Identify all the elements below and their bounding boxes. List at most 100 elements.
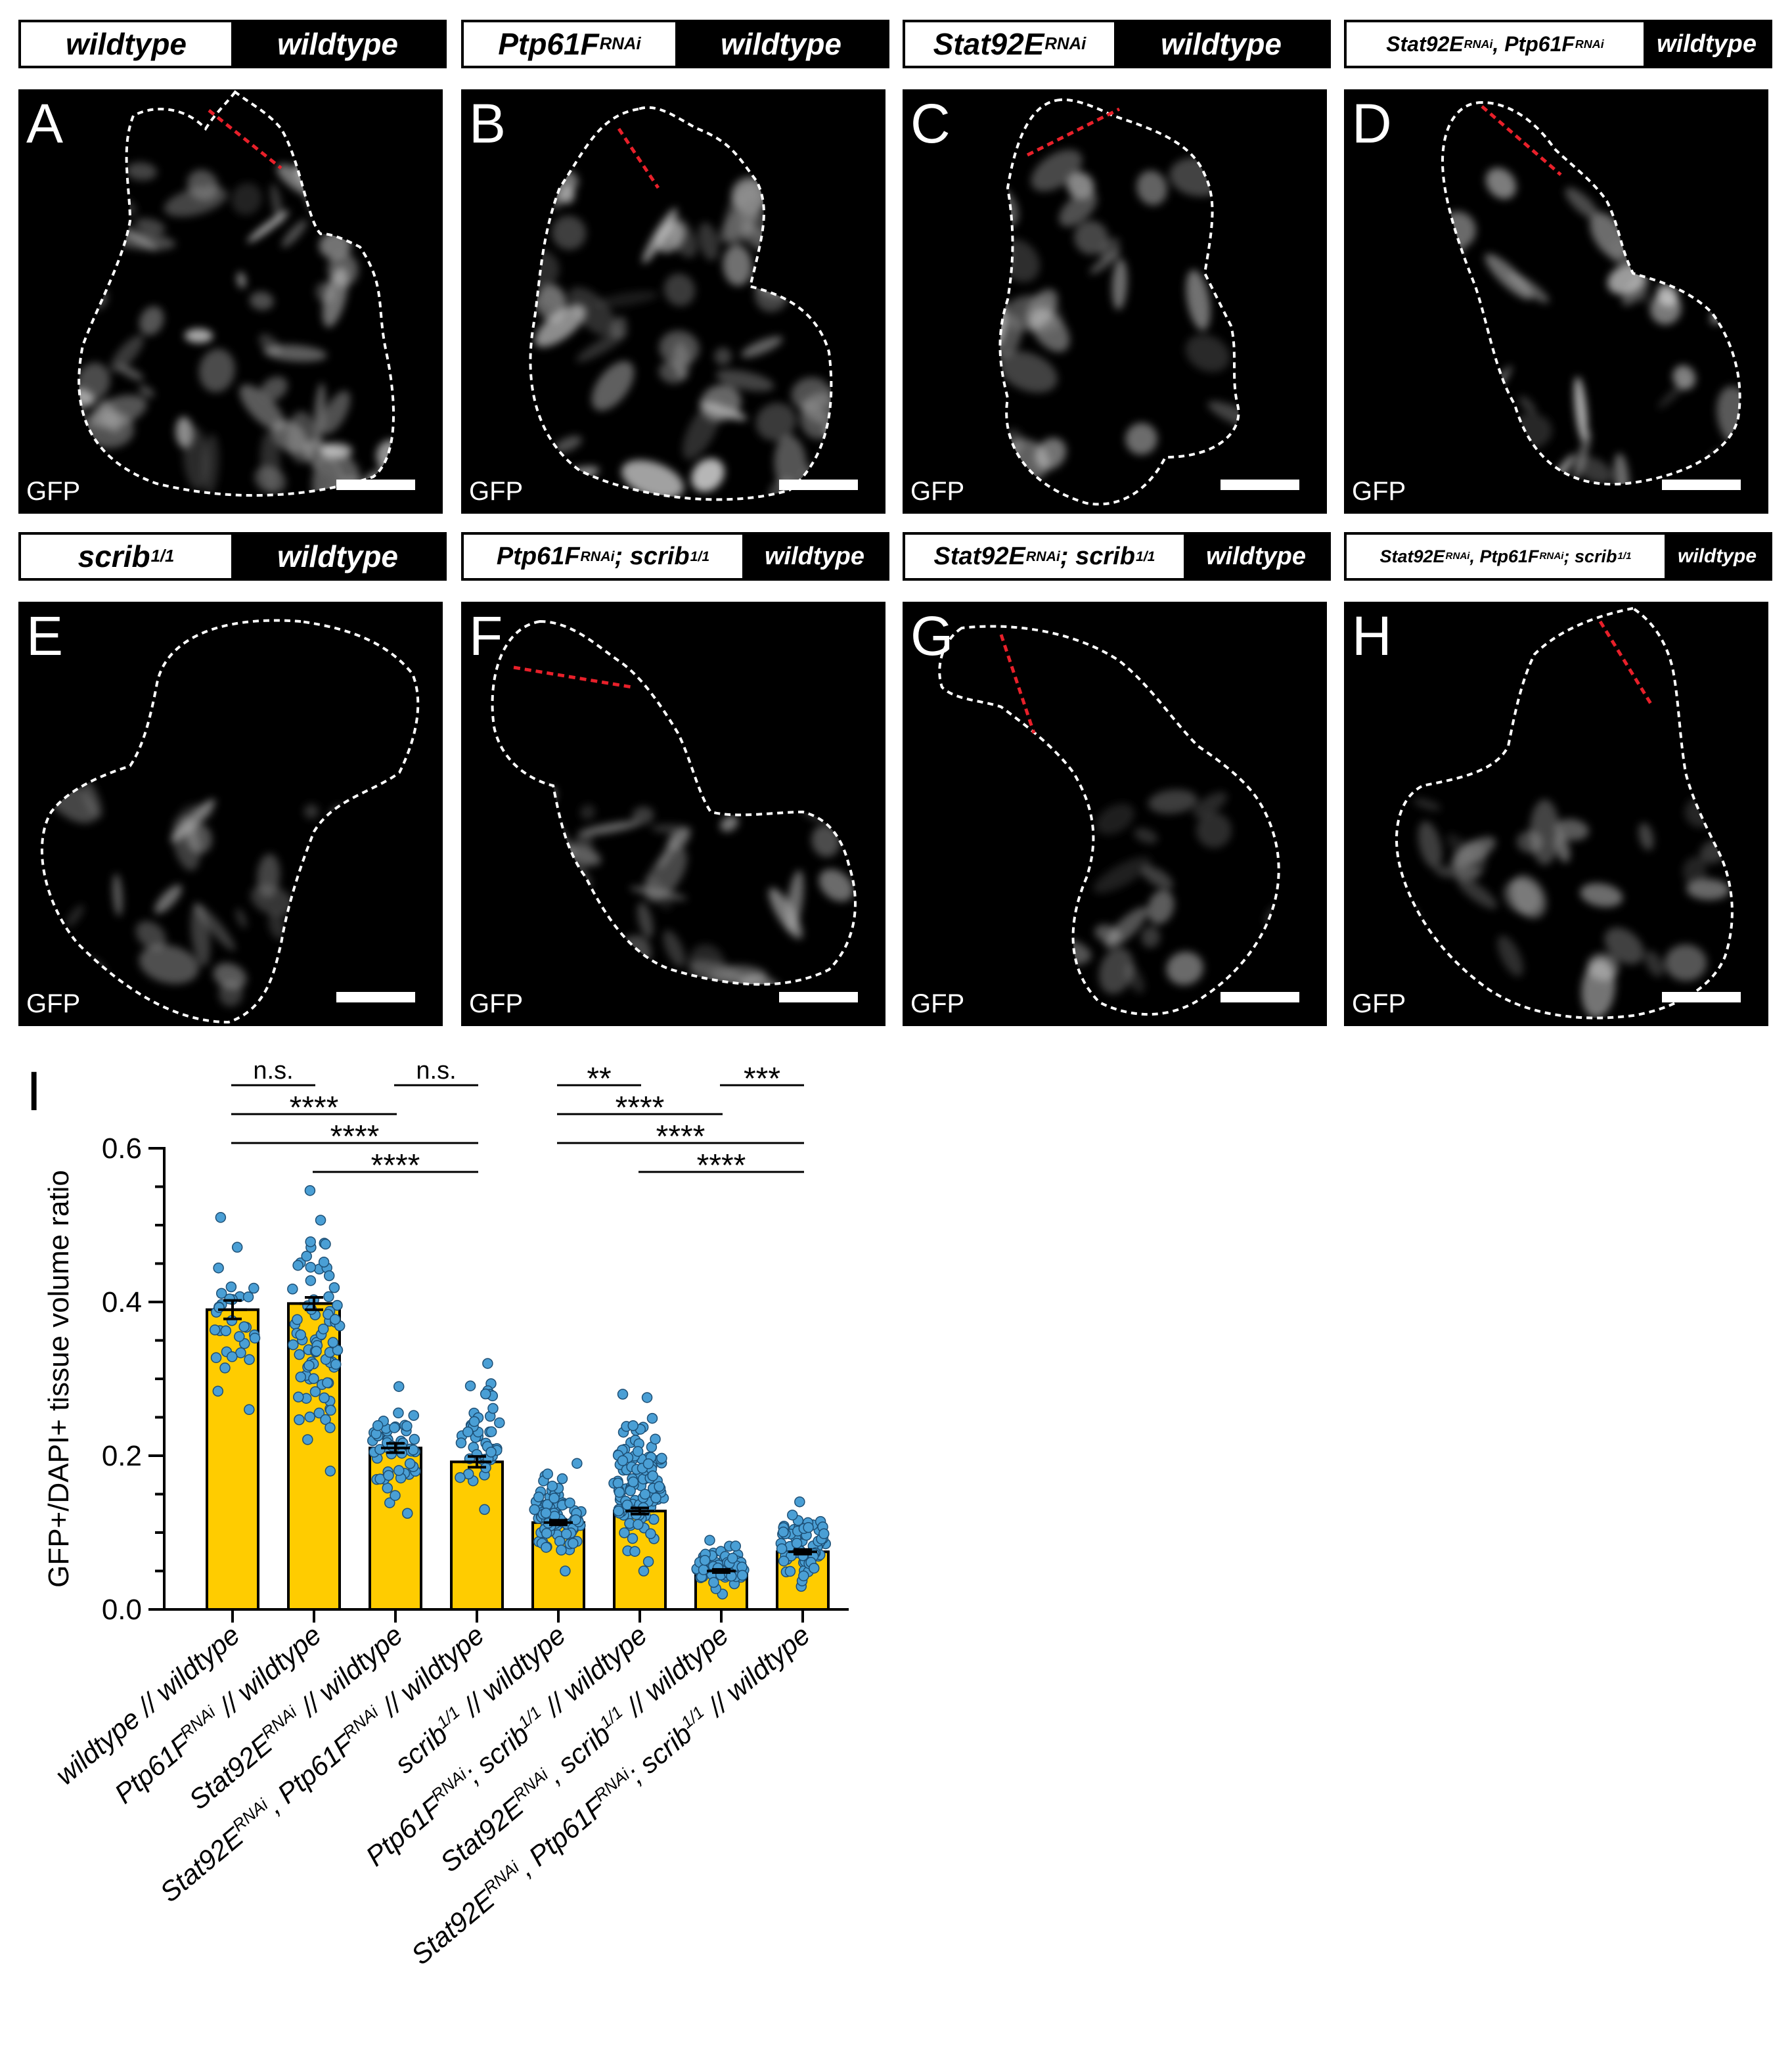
genotype-header-g: Stat92E RNAi; scrib 1/1 wildtype bbox=[903, 532, 1331, 581]
data-point bbox=[570, 1514, 581, 1525]
genotype-text: Stat92E bbox=[1386, 32, 1464, 56]
data-point bbox=[323, 1291, 334, 1303]
y-tick-label: 0.0 bbox=[102, 1594, 142, 1626]
significance-label: **** bbox=[616, 1090, 665, 1125]
data-point bbox=[612, 1477, 624, 1489]
label-text: , Ptp61F bbox=[259, 1728, 361, 1820]
data-point bbox=[389, 1422, 400, 1433]
genotype-text: scrib bbox=[78, 539, 150, 573]
genotype-header-b: Ptp61F RNAi wildtype bbox=[461, 20, 889, 68]
data-point bbox=[556, 1473, 568, 1485]
header-right-genotype: wildtype bbox=[1184, 535, 1328, 578]
label-text: , Ptp61F bbox=[511, 1790, 612, 1882]
micrograph-panel-b: B GFP bbox=[461, 89, 885, 514]
genotype-header-a: wildtype wildtype bbox=[18, 20, 447, 68]
scale-bar bbox=[779, 992, 858, 1002]
data-point bbox=[727, 1552, 738, 1564]
data-point bbox=[295, 1329, 306, 1341]
data-point bbox=[319, 1392, 330, 1404]
data-point bbox=[560, 1528, 572, 1540]
header-right-genotype: wildtype bbox=[231, 535, 444, 578]
data-point bbox=[220, 1325, 232, 1337]
y-tick-label: 0.4 bbox=[102, 1286, 142, 1318]
data-point bbox=[650, 1492, 661, 1504]
y-tick-label: 0.2 bbox=[102, 1440, 142, 1472]
data-point bbox=[541, 1527, 552, 1539]
tissue-image bbox=[1395, 606, 1734, 1020]
data-point bbox=[322, 1377, 333, 1389]
genotype-text: , Ptp61F bbox=[1469, 546, 1539, 566]
data-point bbox=[374, 1444, 386, 1455]
data-point bbox=[244, 1354, 255, 1365]
header-left-genotype: Stat92E RNAi, Ptp61F RNAi bbox=[1347, 22, 1644, 66]
data-point bbox=[641, 1392, 653, 1403]
data-point bbox=[238, 1321, 250, 1332]
micrograph-panel-g: G GFP bbox=[903, 602, 1327, 1026]
data-point bbox=[803, 1521, 814, 1533]
data-point bbox=[571, 1458, 583, 1469]
data-point bbox=[617, 1455, 629, 1466]
data-point bbox=[320, 1414, 331, 1425]
y-tick-label: 0.6 bbox=[102, 1133, 142, 1165]
data-point bbox=[212, 1385, 224, 1397]
data-point bbox=[401, 1508, 413, 1519]
data-point bbox=[231, 1242, 243, 1253]
micrograph-panel-c: C GFP bbox=[903, 89, 1327, 514]
data-point bbox=[617, 1389, 629, 1400]
data-point bbox=[401, 1420, 413, 1432]
data-point bbox=[614, 1487, 625, 1498]
panel-letter: F bbox=[469, 605, 503, 667]
data-point bbox=[642, 1458, 654, 1469]
data-point bbox=[372, 1420, 384, 1431]
data-point bbox=[213, 1262, 224, 1274]
data-point bbox=[305, 1275, 317, 1286]
channel-label: GFP bbox=[469, 477, 524, 506]
data-point bbox=[305, 1236, 316, 1247]
significance-label: n.s. bbox=[253, 1057, 293, 1085]
data-point bbox=[215, 1212, 227, 1223]
header-left-genotype: Ptp61F RNAi bbox=[464, 22, 675, 66]
header-right-genotype: wildtype bbox=[1665, 535, 1770, 578]
data-point bbox=[288, 1339, 299, 1351]
data-point bbox=[704, 1535, 715, 1546]
boundary-line bbox=[513, 665, 633, 689]
tissue-image bbox=[491, 619, 857, 986]
data-point bbox=[708, 1577, 719, 1588]
data-point bbox=[778, 1556, 790, 1567]
label-text: Ptp61F bbox=[360, 1790, 449, 1872]
data-point bbox=[409, 1433, 420, 1445]
header-right-genotype: wildtype bbox=[1644, 22, 1770, 66]
tissue-image bbox=[938, 625, 1280, 1016]
data-point bbox=[382, 1482, 393, 1494]
data-point bbox=[308, 1373, 319, 1384]
data-point bbox=[627, 1533, 638, 1544]
data-point bbox=[619, 1527, 630, 1538]
data-point bbox=[309, 1386, 321, 1397]
data-point bbox=[808, 1562, 820, 1574]
data-point bbox=[485, 1426, 497, 1437]
tissue-outline bbox=[1441, 101, 1741, 486]
channel-label: GFP bbox=[1352, 477, 1406, 506]
data-point bbox=[294, 1414, 305, 1425]
data-point bbox=[313, 1407, 325, 1419]
data-point bbox=[787, 1510, 798, 1521]
data-point bbox=[645, 1528, 656, 1539]
data-point bbox=[295, 1371, 307, 1383]
panel-letter: A bbox=[26, 93, 64, 154]
tissue-image bbox=[998, 98, 1240, 506]
data-point bbox=[244, 1404, 255, 1416]
data-point bbox=[215, 1288, 227, 1299]
channel-label: GFP bbox=[26, 477, 81, 506]
significance-label: **** bbox=[290, 1090, 339, 1125]
data-point bbox=[325, 1404, 336, 1416]
data-point bbox=[227, 1351, 238, 1362]
data-point bbox=[776, 1543, 788, 1554]
data-point bbox=[302, 1434, 313, 1445]
micrograph-panel-e: E GFP bbox=[18, 602, 443, 1026]
tissue-image bbox=[40, 619, 420, 1024]
data-point bbox=[533, 1491, 545, 1503]
data-point bbox=[564, 1497, 575, 1509]
data-point bbox=[541, 1542, 552, 1553]
data-point bbox=[301, 1250, 312, 1262]
tissue-image bbox=[529, 106, 833, 501]
